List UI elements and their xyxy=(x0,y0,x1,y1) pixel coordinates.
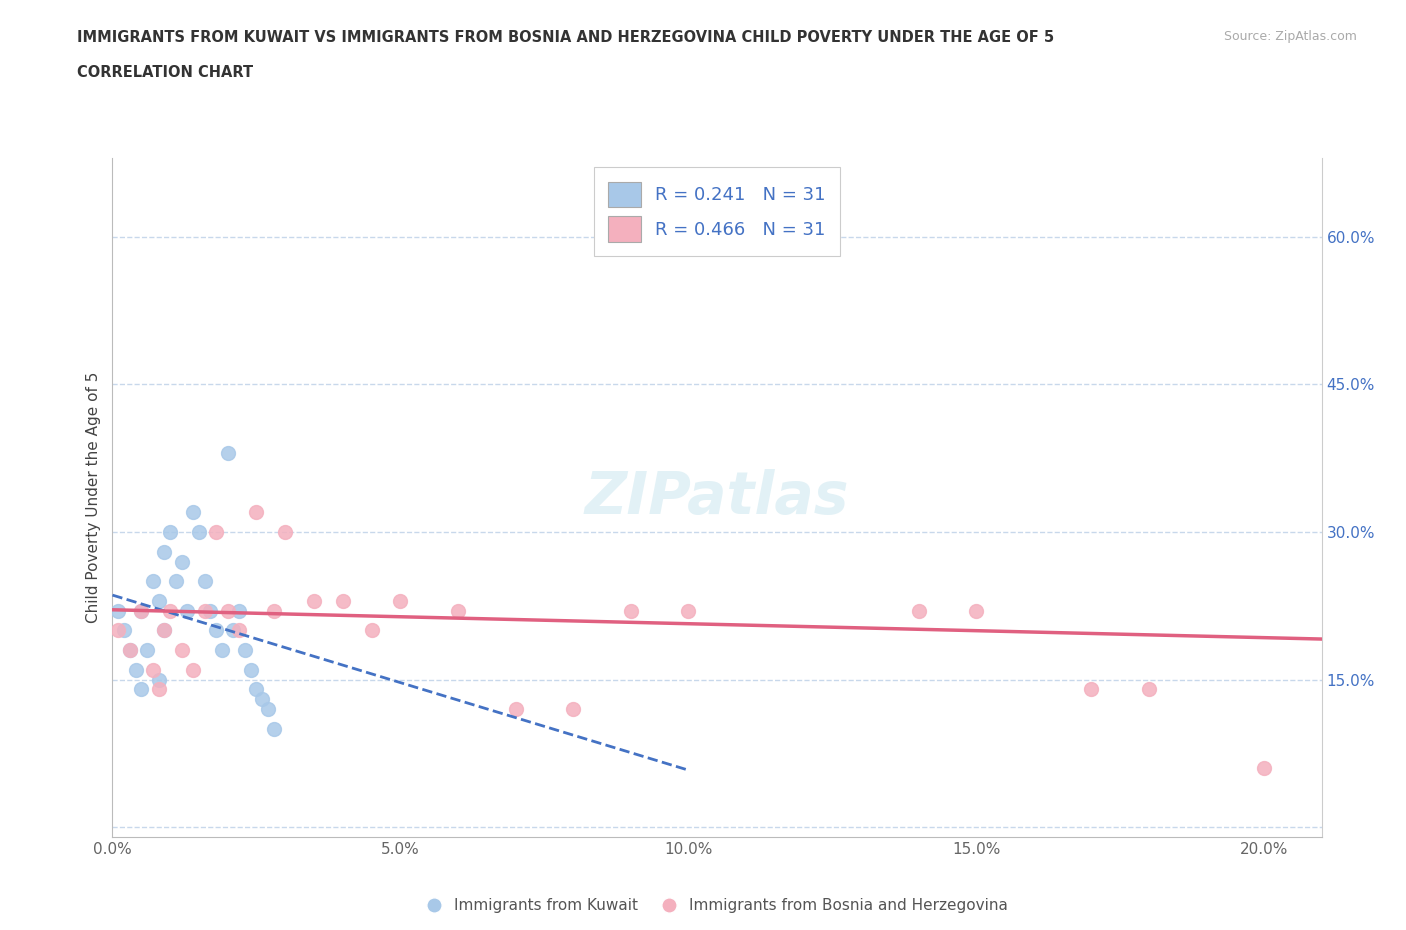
Point xyxy=(124,662,146,677)
Point xyxy=(129,604,152,618)
Point xyxy=(148,682,170,697)
Point xyxy=(148,672,170,687)
Point xyxy=(263,722,285,737)
Point xyxy=(222,623,245,638)
Point xyxy=(389,593,412,608)
Point xyxy=(1253,761,1275,776)
Point xyxy=(228,604,250,618)
Point xyxy=(678,604,700,618)
Point xyxy=(187,525,209,539)
Point xyxy=(907,604,929,618)
Point xyxy=(217,445,239,460)
Point xyxy=(159,525,181,539)
Point xyxy=(205,525,228,539)
Point xyxy=(239,662,262,677)
Point xyxy=(200,604,222,618)
Point xyxy=(159,604,181,618)
Point xyxy=(194,604,217,618)
Point xyxy=(205,623,228,638)
Point xyxy=(129,682,152,697)
Point xyxy=(112,623,135,638)
Point xyxy=(153,623,176,638)
Point xyxy=(118,643,141,658)
Point xyxy=(447,604,470,618)
Text: Source: ZipAtlas.com: Source: ZipAtlas.com xyxy=(1223,30,1357,43)
Point xyxy=(153,623,176,638)
Point xyxy=(792,239,814,254)
Point xyxy=(332,593,354,608)
Point xyxy=(228,623,250,638)
Point xyxy=(302,593,325,608)
Point xyxy=(274,525,297,539)
Point xyxy=(136,643,159,658)
Point xyxy=(148,593,170,608)
Point xyxy=(257,701,280,716)
Legend: Immigrants from Kuwait, Immigrants from Bosnia and Herzegovina: Immigrants from Kuwait, Immigrants from … xyxy=(420,892,1014,920)
Point xyxy=(118,643,141,658)
Point xyxy=(505,701,527,716)
Point xyxy=(245,682,267,697)
Point xyxy=(170,554,193,569)
Point xyxy=(107,604,129,618)
Point xyxy=(965,604,987,618)
Point xyxy=(194,574,217,589)
Point xyxy=(165,574,187,589)
Point xyxy=(181,662,204,677)
Point xyxy=(142,662,165,677)
Point xyxy=(562,701,585,716)
Y-axis label: Child Poverty Under the Age of 5: Child Poverty Under the Age of 5 xyxy=(86,372,101,623)
Point xyxy=(107,623,129,638)
Point xyxy=(263,604,285,618)
Point xyxy=(233,643,256,658)
Point xyxy=(142,574,165,589)
Point xyxy=(245,505,267,520)
Point xyxy=(170,643,193,658)
Point xyxy=(217,604,239,618)
Point xyxy=(176,604,198,618)
Point xyxy=(1080,682,1102,697)
Point xyxy=(181,505,204,520)
Point xyxy=(620,604,643,618)
Point xyxy=(1137,682,1160,697)
Point xyxy=(153,544,176,559)
Point xyxy=(250,692,273,707)
Point xyxy=(211,643,233,658)
Point xyxy=(129,604,152,618)
Text: ZIPatlas: ZIPatlas xyxy=(585,469,849,526)
Text: CORRELATION CHART: CORRELATION CHART xyxy=(77,65,253,80)
Text: IMMIGRANTS FROM KUWAIT VS IMMIGRANTS FROM BOSNIA AND HERZEGOVINA CHILD POVERTY U: IMMIGRANTS FROM KUWAIT VS IMMIGRANTS FRO… xyxy=(77,30,1054,45)
Point xyxy=(360,623,382,638)
